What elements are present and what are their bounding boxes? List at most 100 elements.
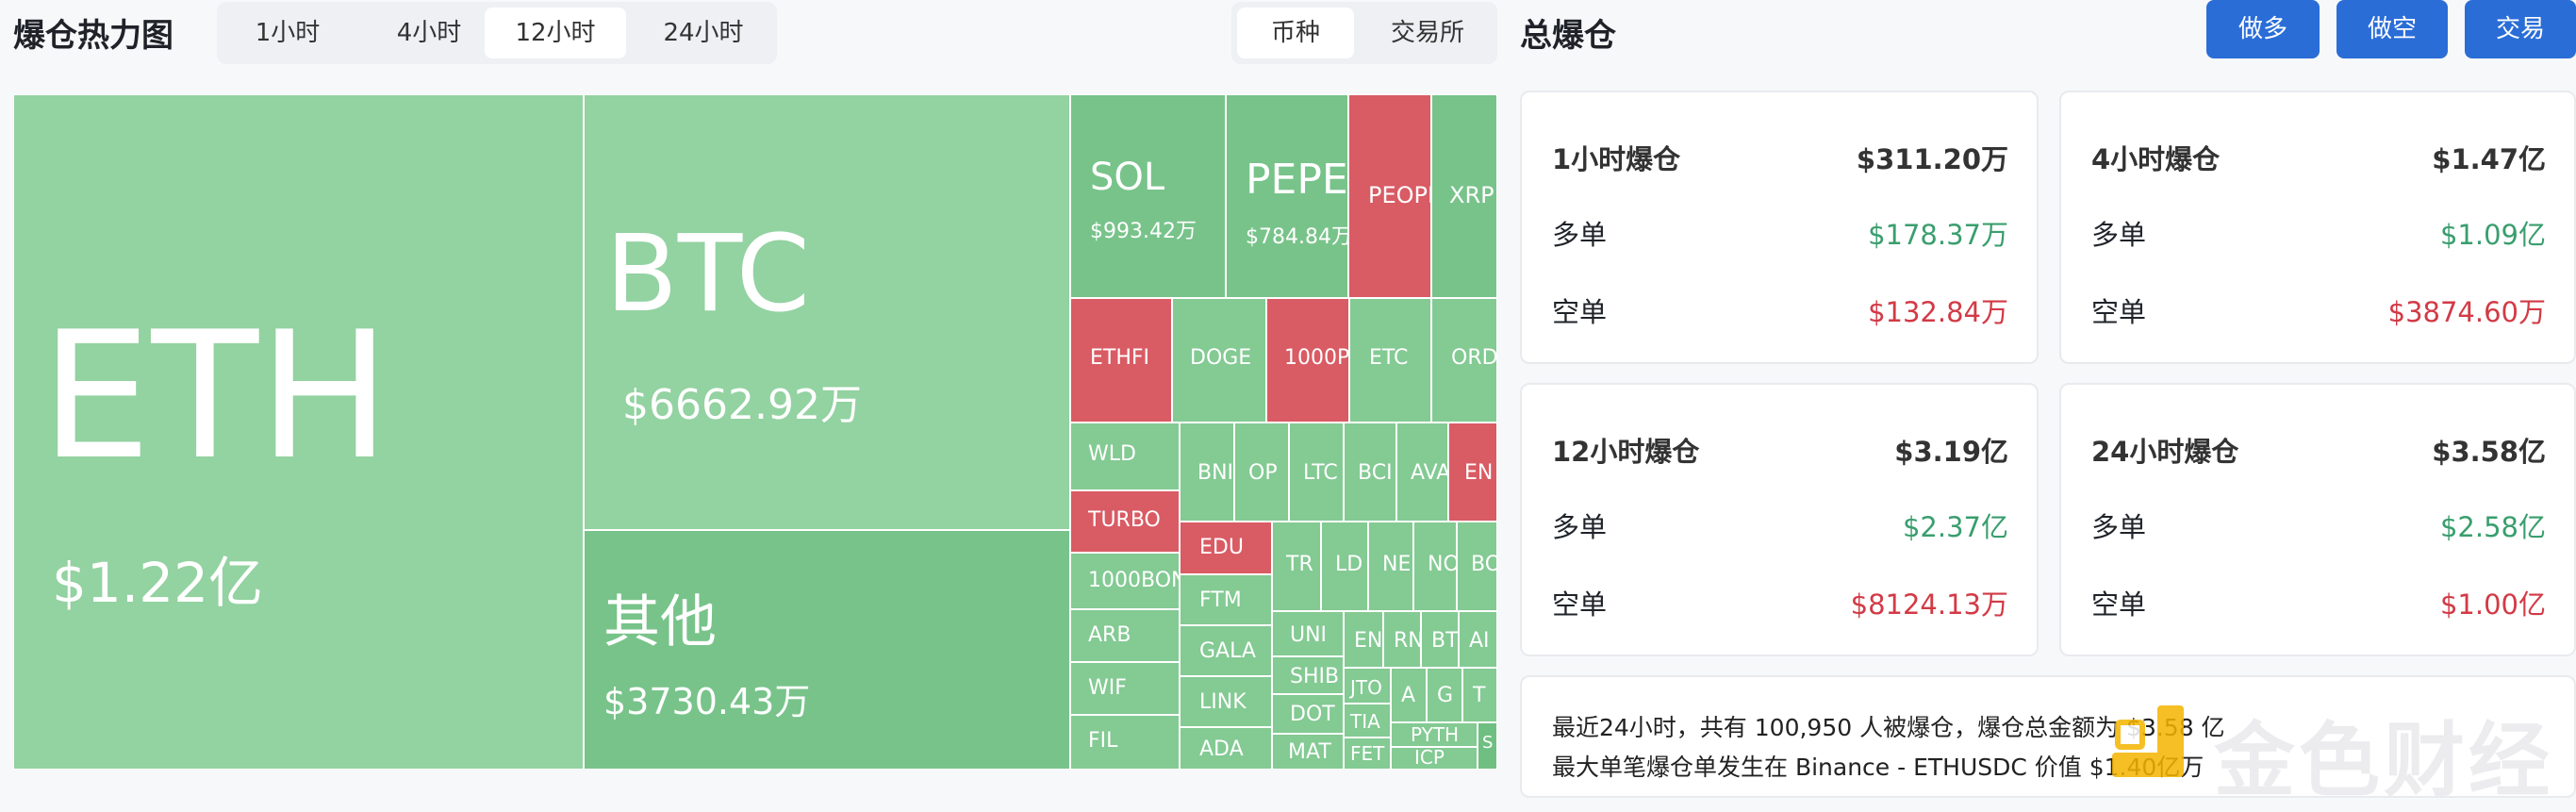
tab-4h[interactable]: 4小时	[396, 19, 462, 47]
tile-ftm[interactable]: FTM	[1180, 574, 1272, 625]
tile-other[interactable]: 其他 $3730.43万	[584, 530, 1070, 770]
tab-coin[interactable]: 币种	[1237, 8, 1354, 58]
short-value: $3874.60万	[2387, 296, 2546, 328]
tile-gala[interactable]: GALA	[1180, 625, 1272, 676]
tile-symbol: JTO	[1350, 676, 1382, 699]
tile-trx[interactable]: TR	[1272, 522, 1321, 611]
tile-symbol: AI	[1469, 629, 1490, 653]
tile-ltc[interactable]: LTC	[1289, 423, 1344, 522]
tile-symbol: 其他	[603, 589, 717, 655]
watermark-text: 金色财经	[2214, 714, 2553, 808]
tile-ar[interactable]: AI	[1459, 611, 1497, 668]
tile-op[interactable]: OP	[1234, 423, 1289, 522]
tile-symbol: PEOPL	[1368, 182, 1430, 208]
tile-s2[interactable]: S	[1478, 722, 1497, 770]
tile-t2[interactable]: T	[1462, 668, 1497, 722]
tile-bnb[interactable]: BNI	[1180, 423, 1234, 522]
tile-symbol: 1000BON	[1088, 569, 1180, 592]
tile-jto[interactable]: JTO	[1344, 668, 1391, 704]
tile-fet[interactable]: FET	[1344, 737, 1391, 770]
card-title: 12小时爆仓	[1552, 436, 1700, 468]
tile-dot[interactable]: DOT	[1272, 694, 1344, 734]
tile-rn[interactable]: RN	[1383, 611, 1421, 668]
tile-sol[interactable]: SOL $993.42万	[1070, 94, 1226, 298]
total-liquidation-title: 总爆仓	[1520, 17, 1616, 55]
tile-arb[interactable]: ARB	[1070, 609, 1180, 662]
tile-matic[interactable]: MAT	[1272, 734, 1344, 770]
tile-symbol: FET	[1350, 742, 1385, 765]
tile-shib[interactable]: SHIB	[1272, 656, 1344, 694]
tile-wif[interactable]: WIF	[1070, 662, 1180, 715]
tile-symbol: EN	[1464, 461, 1494, 485]
tile-symbol: BTC	[605, 213, 810, 336]
tile-bt[interactable]: BT	[1421, 611, 1459, 668]
long-label: 多单	[2091, 511, 2147, 543]
short-label: 空单	[2091, 296, 2147, 328]
tile-symbol: ETC	[1369, 346, 1409, 370]
short-button[interactable]: 做空	[2337, 0, 2448, 58]
tab-12h[interactable]: 12小时	[485, 8, 626, 58]
card-total: $311.20万	[1856, 143, 2008, 175]
short-value: $1.00亿	[2439, 588, 2546, 621]
tile-turbo[interactable]: TURBO	[1070, 490, 1180, 553]
tab-exchange[interactable]: 交易所	[1390, 19, 1464, 47]
jinse-logo-icon	[2112, 705, 2184, 777]
short-value: $8124.13万	[1850, 588, 2008, 621]
card-title: 1小时爆仓	[1552, 143, 1681, 175]
tile-uni[interactable]: UNI	[1272, 611, 1344, 656]
tile-doge[interactable]: DOGE	[1172, 298, 1266, 423]
tile-amount: $1.22亿	[52, 551, 264, 615]
tile-symbol: GALA	[1199, 639, 1256, 663]
tab-1h[interactable]: 1小时	[255, 19, 321, 47]
tile-ldo[interactable]: LD	[1321, 522, 1368, 611]
tile-not[interactable]: NO	[1413, 522, 1457, 611]
tile-symbol: OP	[1248, 461, 1278, 485]
trade-button[interactable]: 交易	[2465, 0, 2576, 58]
tile-wld[interactable]: WLD	[1070, 423, 1180, 490]
long-button[interactable]: 做多	[2206, 0, 2320, 58]
heatmap-title: 爆仓热力图	[13, 17, 173, 55]
tile-ena[interactable]: EN	[1448, 423, 1497, 522]
tile-ordi[interactable]: ORDI	[1431, 298, 1497, 423]
card-total: $3.58亿	[2432, 436, 2546, 468]
tile-eth[interactable]: ETH $1.22亿	[13, 94, 584, 770]
tile-g2[interactable]: G	[1427, 668, 1462, 722]
tile-xrp[interactable]: XRP	[1431, 94, 1497, 298]
time-range-tabs: 1小时 4小时 12小时 24小时	[217, 2, 777, 64]
tile-ada[interactable]: ADA	[1180, 727, 1272, 770]
tile-ethfi[interactable]: ETHFI	[1070, 298, 1172, 423]
long-value: $2.58亿	[2439, 511, 2546, 543]
tile-symbol: LTC	[1303, 461, 1338, 485]
tile-fil[interactable]: FIL	[1070, 715, 1180, 770]
short-label: 空单	[1552, 588, 1608, 621]
tile-symbol: BO	[1471, 553, 1496, 576]
tab-24h[interactable]: 24小时	[663, 19, 744, 47]
summary-line-1: 最近24小时，共有 100,950 人被爆仓，爆仓总金额为 $3.58 亿	[1552, 714, 2225, 741]
tile-en2[interactable]: EN	[1344, 611, 1383, 668]
long-label: 多单	[2091, 219, 2147, 251]
tile-symbol: UNI	[1290, 623, 1328, 647]
tile-symbol: EN	[1354, 629, 1383, 653]
tile-pepe[interactable]: PEPE $784.84万	[1226, 94, 1348, 298]
tile-symbol: TIA	[1350, 710, 1380, 733]
tile-near[interactable]: NE	[1368, 522, 1413, 611]
tile-bome[interactable]: BO	[1457, 522, 1497, 611]
tile-tia[interactable]: TIA	[1344, 704, 1391, 737]
tile-people[interactable]: PEOPL	[1348, 94, 1431, 298]
tile-symbol: RN	[1394, 629, 1421, 653]
summary-line-2: 最大单笔爆仓单发生在 Binance - ETHUSDC 价值 $1.40亿万	[1552, 754, 2204, 781]
tile-etc[interactable]: ETC	[1349, 298, 1431, 423]
tile-1000p[interactable]: 1000P	[1266, 298, 1349, 423]
tile-edu[interactable]: EDU	[1180, 522, 1272, 574]
tile-pyth[interactable]: PYTH	[1391, 722, 1478, 747]
tile-bch[interactable]: BCI	[1344, 423, 1396, 522]
tile-1000bon[interactable]: 1000BON	[1070, 553, 1180, 609]
tile-link[interactable]: LINK	[1180, 676, 1272, 727]
tile-icp[interactable]: ICP	[1391, 747, 1478, 770]
tile-symbol: ARB	[1088, 623, 1131, 647]
tile-a2[interactable]: A	[1391, 668, 1427, 722]
tile-avax[interactable]: AVA	[1396, 423, 1448, 522]
tile-symbol: LINK	[1199, 690, 1247, 714]
tile-btc[interactable]: BTC $6662.92万	[584, 94, 1070, 530]
tile-symbol: ORDI	[1451, 346, 1497, 370]
